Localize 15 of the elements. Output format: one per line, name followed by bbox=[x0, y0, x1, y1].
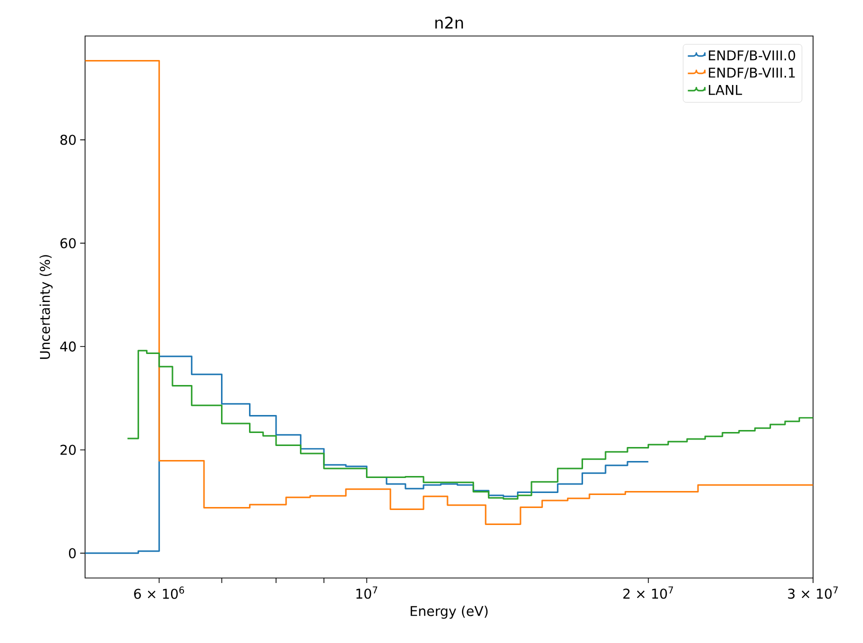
x-tick-label: 3 × 10$^{7}$ bbox=[788, 586, 838, 599]
x-axis-title: Energy (eV) bbox=[410, 606, 488, 619]
legend-label: ENDF/B-VIII.0 bbox=[708, 50, 796, 62]
x-tick-label: 6 × 10$^{6}$ bbox=[134, 586, 184, 599]
chart-title: n2n bbox=[435, 16, 463, 28]
y-tick-label: 40 bbox=[60, 341, 76, 352]
legend-label: ENDF/B-VIII.1 bbox=[708, 68, 795, 79]
y-axis-title: Uncertainty (%) bbox=[40, 255, 53, 359]
x-tick-label: 2 × 10$^{7}$ bbox=[623, 586, 674, 599]
legend-label: LANL bbox=[708, 85, 742, 95]
x-tick-label: 10$^{7}$ bbox=[356, 586, 378, 599]
y-tick-label: 20 bbox=[60, 444, 76, 455]
y-tick-label: 0 bbox=[68, 548, 76, 558]
y-tick-label: 80 bbox=[60, 134, 76, 145]
y-tick-label: 60 bbox=[60, 238, 76, 248]
